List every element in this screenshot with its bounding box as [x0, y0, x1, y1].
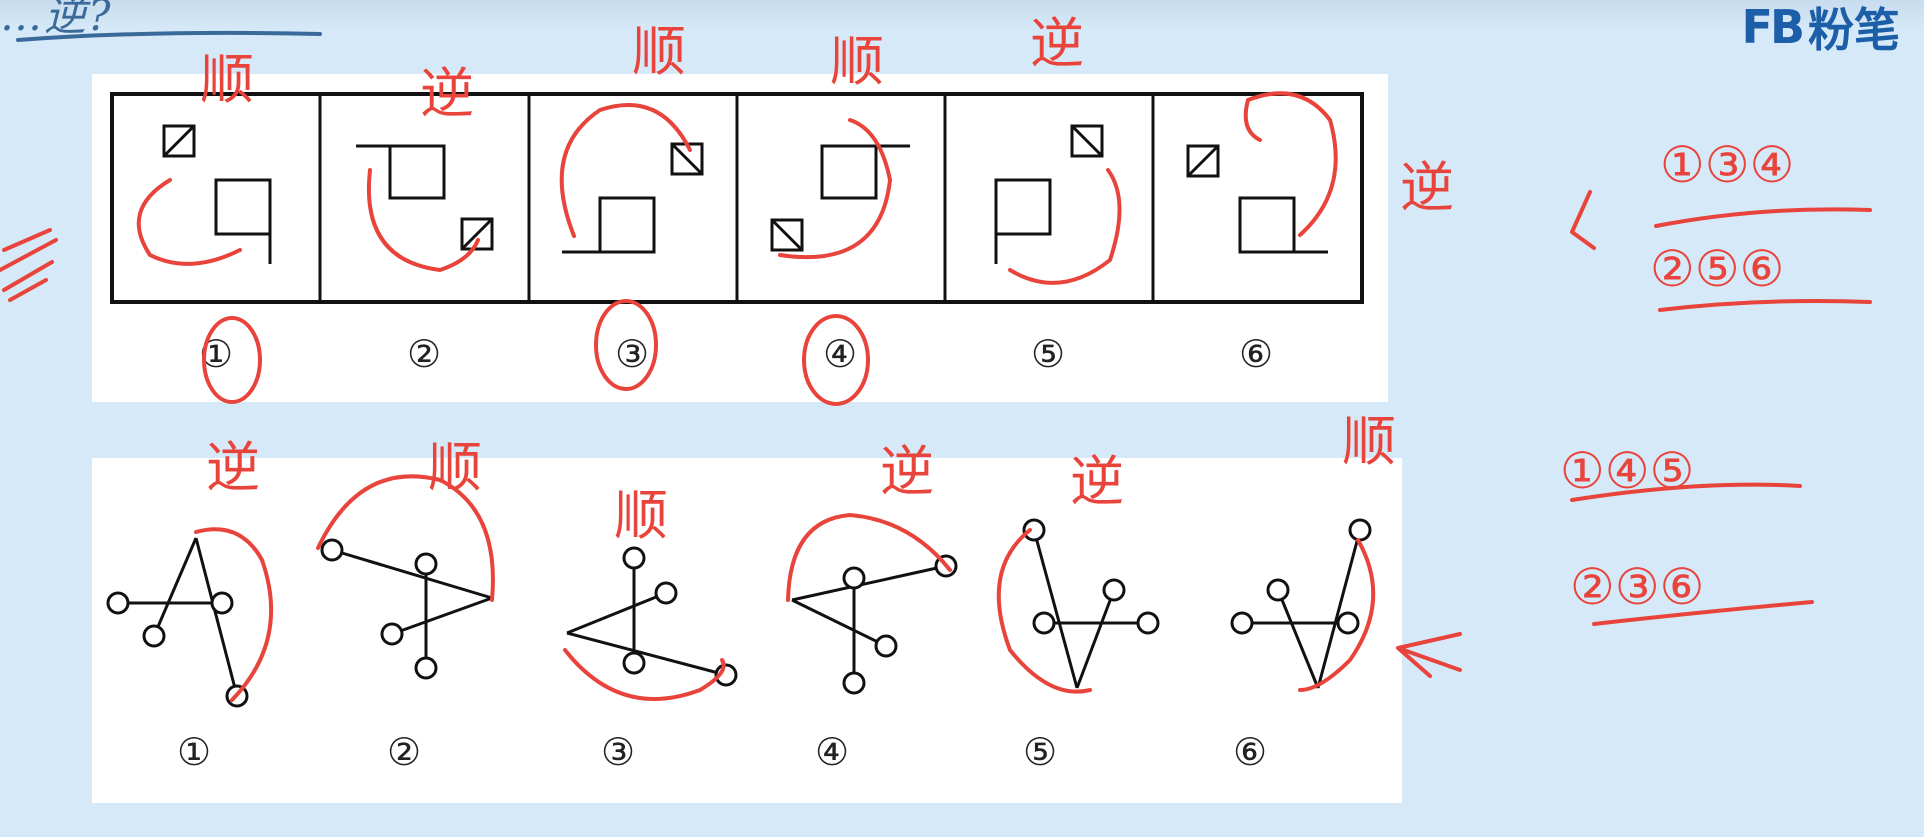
logo-mark: FB: [1741, 0, 1806, 54]
bottom-figure-3: [566, 546, 738, 687]
group-bottom-underline-1: [1570, 482, 1802, 502]
top-cell-6: [1186, 144, 1328, 254]
top-figure-panel: ① ② ③ ④ ⑤ ⑥: [92, 74, 1388, 402]
logo-text: 粉笔: [1808, 3, 1900, 57]
group-bottom-underline-2: [1592, 600, 1814, 626]
arrow-side: [1396, 632, 1462, 678]
bottom-label-5: ⑤: [1022, 730, 1058, 774]
top-label-1: ①: [198, 332, 234, 376]
top-label-6: ⑥: [1238, 332, 1274, 376]
group-bottom-2: ②③⑥: [1570, 558, 1704, 616]
bottom-label-4: ④: [814, 730, 850, 774]
top-label-4: ④: [822, 332, 858, 376]
top-label-5: ⑤: [1030, 332, 1066, 376]
top-label-2: ②: [406, 332, 442, 376]
bottom-label-2: ②: [386, 730, 422, 774]
bottom-figure-6: [1230, 518, 1372, 689]
group-top-underline: [1658, 299, 1872, 312]
margin-scribble: [0, 228, 58, 302]
bottom-figure-4: [791, 554, 958, 695]
bottom-label-1: ①: [176, 730, 212, 774]
bottom-label-3: ③: [600, 730, 636, 774]
brand-logo: FB 粉笔: [1741, 0, 1900, 57]
bottom-figure-panel: ① ② ③ ④ ⑤ ⑥: [92, 458, 1402, 803]
bracket-top: [1570, 190, 1596, 250]
group-top-2: ②⑤⑥: [1650, 240, 1784, 298]
bottom-figure-1: [106, 537, 249, 708]
top-cell-4: [770, 144, 910, 252]
group-top-1: ①③④: [1660, 136, 1794, 194]
top-figures-svg: [110, 92, 1364, 304]
group-top-divider: [1654, 207, 1872, 228]
bottom-figure-5: [1022, 518, 1160, 689]
top-cell-5: [994, 124, 1104, 264]
top-cell-3: [562, 142, 704, 254]
bottom-figure-2: [320, 538, 493, 680]
note-top-6: 逆: [1400, 156, 1454, 219]
bottom-label-6: ⑥: [1232, 730, 1268, 774]
top-cell-1: [162, 124, 272, 264]
group-bottom-1: ①④⑤: [1560, 442, 1694, 500]
bottom-figures-svg: [106, 518, 1372, 708]
top-bar: [0, 0, 1924, 30]
top-cell-2: [356, 144, 494, 251]
heading-handwriting: …逆?: [0, 0, 113, 40]
top-label-3: ③: [614, 332, 650, 376]
